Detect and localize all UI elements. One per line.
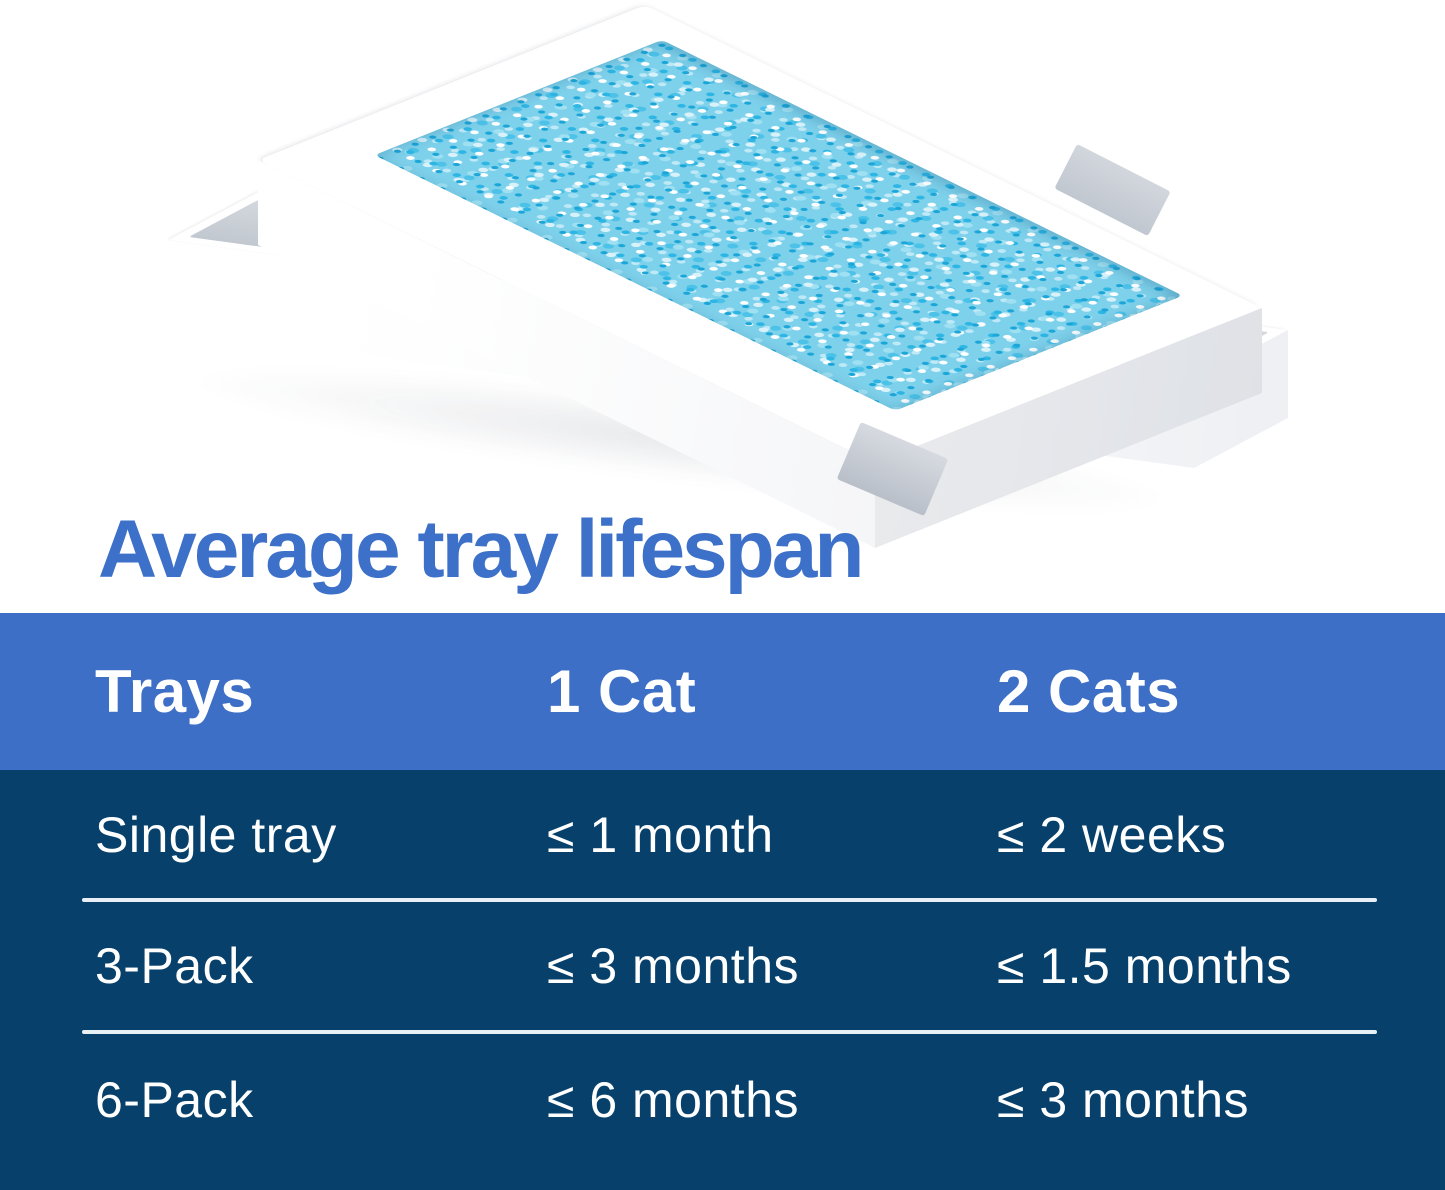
litter-tray-photo (168, 39, 1288, 548)
lifespan-table-header: Trays 1 Cat 2 Cats (0, 613, 1445, 770)
row-divider (82, 898, 1377, 902)
page-title: Average tray lifespan (98, 504, 864, 595)
column-header-2-cats: 2 Cats (997, 658, 1181, 725)
value-2-cats: ≤ 2 weeks (997, 807, 1227, 863)
column-header-trays: Trays (95, 658, 255, 725)
row-label: Single tray (95, 807, 337, 863)
table-row-single-tray: Single tray ≤ 1 month ≤ 2 weeks (0, 770, 1445, 900)
value-1-cat: ≤ 1 month (547, 807, 774, 863)
lifespan-table-body: Single tray ≤ 1 month ≤ 2 weeks 3-Pack ≤… (0, 770, 1445, 1190)
row-divider (82, 1030, 1377, 1034)
row-label: 3-Pack (95, 938, 254, 994)
column-header-1-cat: 1 Cat (547, 658, 697, 725)
row-label: 6-Pack (95, 1072, 254, 1128)
value-1-cat: ≤ 6 months (547, 1072, 799, 1128)
value-2-cats: ≤ 1.5 months (997, 938, 1292, 994)
value-1-cat: ≤ 3 months (547, 938, 799, 994)
table-row-3-pack: 3-Pack ≤ 3 months ≤ 1.5 months (0, 900, 1445, 1032)
product-hero-section: Average tray lifespan (98, 39, 1288, 595)
value-2-cats: ≤ 3 months (997, 1072, 1249, 1128)
table-row-6-pack: 6-Pack ≤ 6 months ≤ 3 months (0, 1032, 1445, 1190)
